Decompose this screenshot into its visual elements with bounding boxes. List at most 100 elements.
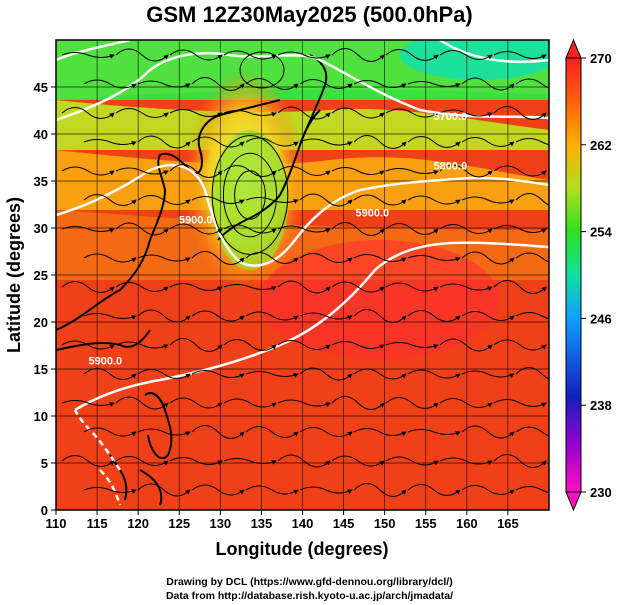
streamline (493, 280, 547, 294)
x-tick-label: 130 (209, 516, 231, 531)
streamline (137, 369, 191, 379)
streamline (191, 251, 245, 265)
footer-credit-drawing: Drawing by DCL (https://www.gfd-dennou.o… (166, 576, 453, 588)
streamline (61, 340, 115, 350)
streamline (115, 222, 169, 236)
streamline (169, 338, 223, 352)
contour-label: 5900.0 (88, 355, 122, 367)
y-tick-label: 30 (34, 221, 48, 236)
x-tick-label: 160 (456, 516, 478, 531)
streamline (461, 251, 515, 265)
y-tick-label: 40 (34, 127, 48, 142)
streamline (61, 52, 115, 59)
streamline-swirl (239, 51, 285, 89)
streamline (515, 193, 549, 206)
streamline (277, 225, 331, 234)
streamline (115, 456, 169, 466)
y-tick-label: 45 (34, 80, 48, 95)
streamline (137, 254, 191, 263)
streamline (439, 50, 493, 60)
colorbar-bottom-arrow (565, 491, 582, 512)
streamline (277, 106, 331, 120)
streamline (407, 369, 461, 379)
streamline-swirl (222, 152, 278, 238)
streamline (169, 283, 223, 292)
colorbar-tick-label: 238 (590, 398, 612, 413)
streamline (515, 486, 549, 494)
streamline (461, 311, 515, 321)
streamline (515, 252, 549, 263)
streamline (115, 48, 169, 62)
y-axis-label: Latitude (degrees) (4, 197, 24, 353)
streamline (245, 485, 299, 495)
streamline (331, 281, 385, 293)
streamline (245, 426, 299, 438)
streamline (277, 454, 331, 468)
streamline (385, 108, 439, 118)
streamline (83, 253, 137, 263)
streamline (223, 284, 277, 291)
streamline (169, 49, 223, 61)
streamline (515, 426, 549, 437)
streamline (115, 167, 169, 176)
colorbar-tick-label: 230 (590, 485, 612, 500)
streamline (83, 194, 137, 206)
y-tick-label: 35 (34, 174, 48, 189)
streamline (493, 339, 547, 351)
streamline (299, 79, 353, 89)
streamline (277, 166, 331, 176)
streamline (245, 137, 299, 147)
coastlines (56, 54, 328, 506)
streamline (439, 338, 493, 352)
streamline (407, 81, 461, 88)
streamline (331, 167, 385, 176)
colorbar: 230 238 246 254 262 270 (565, 38, 612, 512)
streamline (83, 139, 137, 146)
streamline (115, 282, 169, 292)
streamline (353, 194, 407, 206)
streamline (515, 312, 549, 320)
streamline (277, 280, 331, 294)
streamline (299, 193, 353, 207)
streamline (385, 282, 439, 292)
streamline (137, 428, 191, 437)
streamline (407, 136, 461, 148)
streamline (245, 311, 299, 321)
streamline (515, 367, 549, 380)
streamline (299, 253, 353, 263)
streamline (461, 370, 515, 379)
streamline (137, 483, 191, 497)
streamline (61, 400, 115, 407)
x-axis-ticks: 110 115 120 125 130 135 140 145 150 155 160 165 (46, 510, 519, 531)
warm-core (260, 240, 500, 360)
colorbar-top-arrow (565, 38, 582, 59)
streamline (353, 135, 407, 149)
streamline (407, 429, 461, 436)
streamline (191, 370, 245, 379)
streamline (137, 80, 191, 89)
x-axis-label: Longitude (degrees) (215, 539, 388, 559)
streamline (245, 252, 299, 264)
streamline (331, 455, 385, 467)
streamline (461, 425, 515, 439)
streamline (83, 368, 137, 380)
height-contours (56, 40, 549, 506)
streamline (331, 48, 385, 62)
streamline (245, 78, 299, 90)
streamline (439, 224, 493, 234)
streamline (277, 340, 331, 350)
colorbar-tick-label: 246 (590, 311, 612, 326)
x-tick-label: 155 (415, 516, 437, 531)
streamline (407, 484, 461, 496)
streamline (169, 223, 223, 235)
streamline (515, 138, 549, 146)
streamline (407, 310, 461, 322)
streamline (331, 107, 385, 119)
streamline (83, 427, 137, 437)
streamline (385, 342, 439, 349)
page-title: GSM 12Z30May2025 (500.0hPa) (146, 2, 473, 27)
streamline (461, 196, 515, 205)
streamlines (61, 48, 549, 497)
streamline (461, 77, 515, 91)
